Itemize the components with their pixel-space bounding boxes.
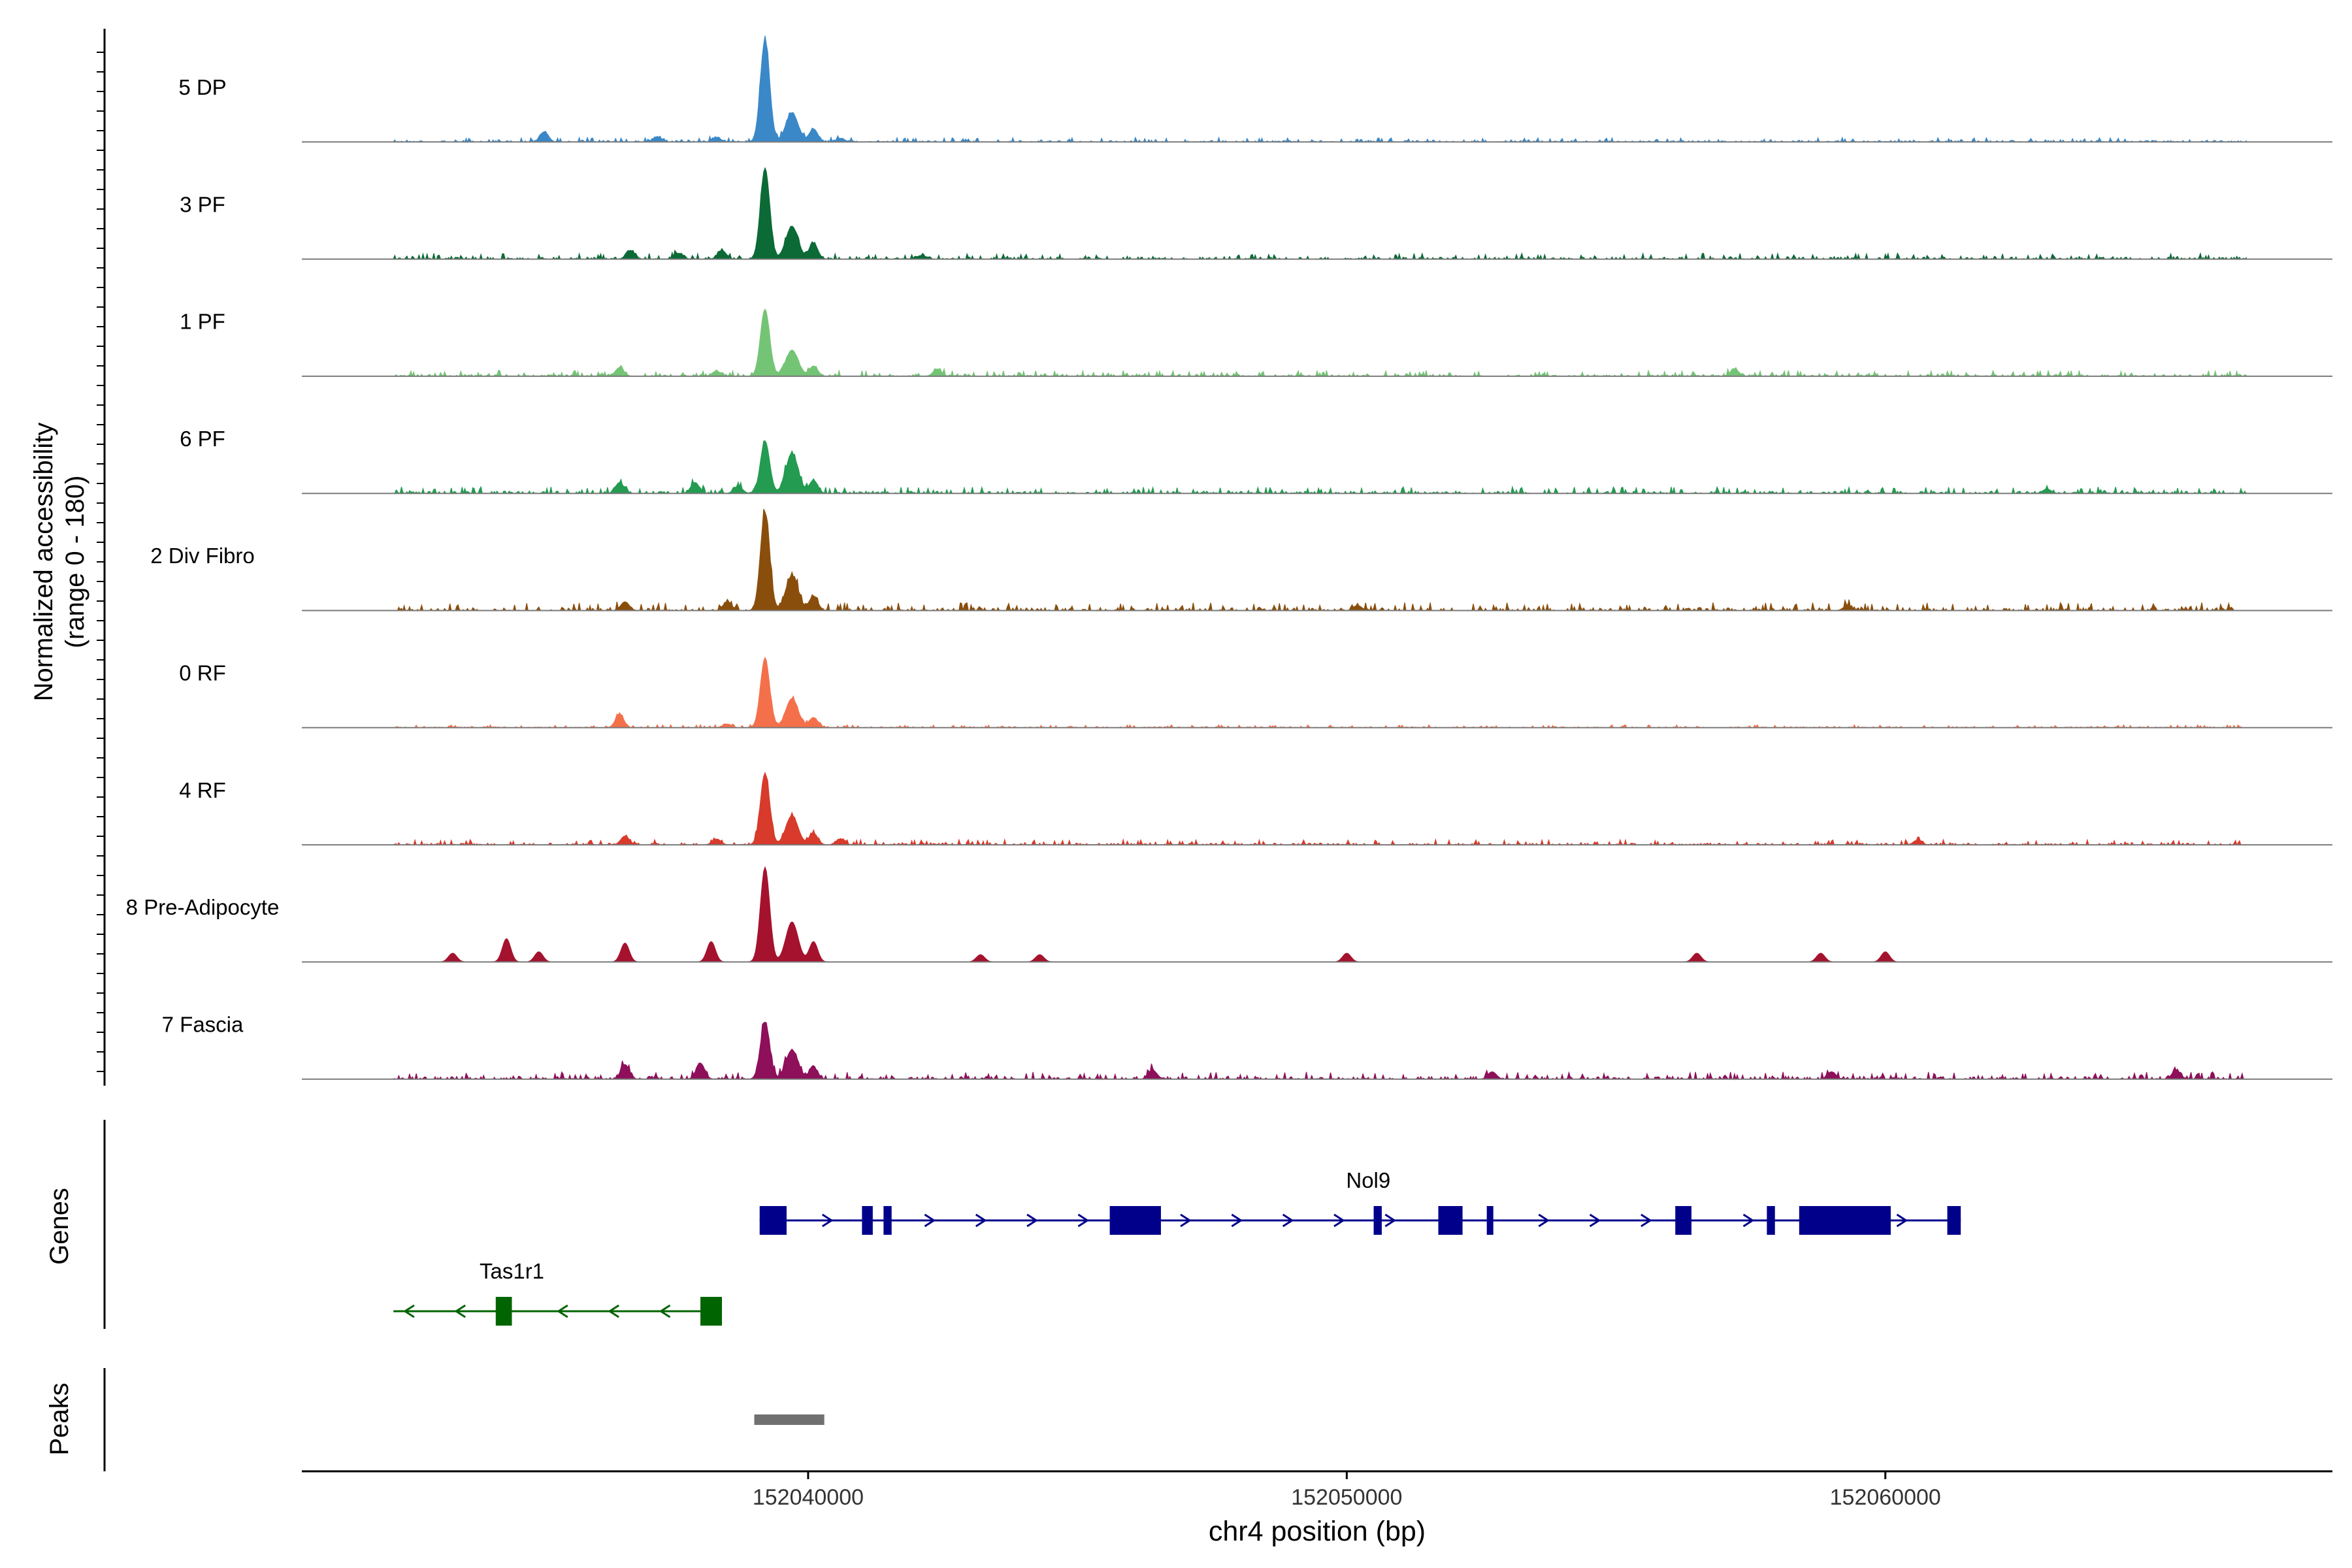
- exon: [883, 1206, 892, 1235]
- coverage-track: 7 Fascia: [162, 1012, 2332, 1081]
- y-axis-title-line2: (range 0 - 180): [61, 476, 90, 649]
- track-label: 8 Pre-Adipocyte: [126, 895, 280, 919]
- exon: [700, 1297, 723, 1326]
- strand-arrow: [821, 1213, 834, 1228]
- peak-region: [754, 1414, 825, 1425]
- x-tick-label: 152040000: [753, 1485, 864, 1510]
- coverage-track: 8 Pre-Adipocyte: [126, 866, 2332, 963]
- strand-arrow: [1026, 1213, 1038, 1228]
- exon: [1373, 1206, 1382, 1235]
- track-label: 5 DP: [178, 75, 226, 99]
- coverage-track: 4 RF: [179, 772, 2332, 847]
- strand-arrow: [454, 1304, 466, 1318]
- strand-arrow: [1180, 1213, 1192, 1228]
- track-label: 3 PF: [180, 192, 225, 216]
- coverage-area: [393, 1021, 2247, 1081]
- coverage-track: 2 Div Fibro: [150, 508, 2332, 612]
- strand-arrow: [403, 1304, 415, 1318]
- strand-arrow: [1589, 1213, 1601, 1228]
- track-label: 6 PF: [180, 427, 225, 451]
- exon: [1675, 1206, 1691, 1235]
- x-axis-title: chr4 position (bp): [1209, 1516, 1426, 1547]
- coverage-track: 0 RF: [179, 657, 2332, 729]
- coverage-area: [392, 35, 2247, 144]
- gene: Nol9: [759, 1168, 1961, 1235]
- track-label: 1 PF: [180, 310, 225, 334]
- track-label: 7 Fascia: [162, 1012, 244, 1036]
- exon: [1109, 1206, 1161, 1235]
- exon: [1486, 1206, 1494, 1235]
- y-axis-title-line1: Normalized accessibility: [29, 423, 58, 702]
- coverage-area: [393, 657, 2247, 729]
- exon: [495, 1297, 512, 1326]
- coverage-track: 6 PF: [180, 427, 2332, 495]
- track-label: 4 RF: [179, 778, 226, 802]
- exon: [1947, 1206, 1961, 1235]
- coverage-area: [393, 772, 2247, 847]
- exon: [862, 1206, 873, 1235]
- coverage-track: 3 PF: [180, 167, 2332, 261]
- exon: [1767, 1206, 1775, 1235]
- strand-arrow: [1641, 1213, 1652, 1228]
- x-tick-label: 152060000: [1830, 1485, 1941, 1510]
- exon: [759, 1206, 787, 1235]
- coverage-area: [393, 308, 2247, 378]
- coverage-area: [393, 167, 2247, 261]
- strand-arrow: [557, 1304, 568, 1318]
- exon: [1438, 1206, 1463, 1235]
- peaks-track-label: Peaks: [45, 1382, 74, 1455]
- strand-arrow: [659, 1304, 671, 1318]
- strand-arrow: [608, 1304, 619, 1318]
- gene-track: Nol9 Tas1r1: [103, 1120, 1961, 1329]
- strand-arrow: [1282, 1213, 1294, 1228]
- strand-arrow: [1333, 1213, 1345, 1228]
- coverage-area: [393, 866, 2247, 962]
- strand-arrow: [924, 1213, 936, 1228]
- peak-track: [103, 1368, 825, 1471]
- coverage-track: 1 PF: [180, 308, 2332, 378]
- coverage-track: 5 DP: [178, 35, 2332, 144]
- coverage-tracks: 5 DP 3 PF 1 PF 6 PF 2 Div Fibro 0 RF 4 RF 8 Pre…: [97, 29, 2332, 1086]
- track-label: 2 Div Fibro: [150, 544, 255, 568]
- x-tick-label: 152050000: [1291, 1485, 1402, 1510]
- gene-label: Tas1r1: [480, 1259, 544, 1283]
- strand-arrow: [1231, 1213, 1243, 1228]
- x-axis: 152040000 152050000 152060000: [302, 1470, 2332, 1510]
- gene: Tas1r1: [393, 1259, 723, 1326]
- strand-arrow: [975, 1213, 987, 1228]
- strand-arrow: [1742, 1213, 1755, 1228]
- genes-track-label: Genes: [45, 1188, 74, 1265]
- strand-arrow: [1538, 1213, 1550, 1228]
- strand-arrow: [1896, 1213, 1908, 1228]
- coverage-area: [393, 508, 2247, 612]
- track-label: 0 RF: [179, 661, 226, 685]
- strand-arrow: [1077, 1213, 1090, 1228]
- strand-arrow: [1384, 1213, 1397, 1228]
- gene-label: Nol9: [1346, 1168, 1390, 1192]
- exon: [1799, 1206, 1891, 1235]
- coverage-area: [393, 440, 2247, 495]
